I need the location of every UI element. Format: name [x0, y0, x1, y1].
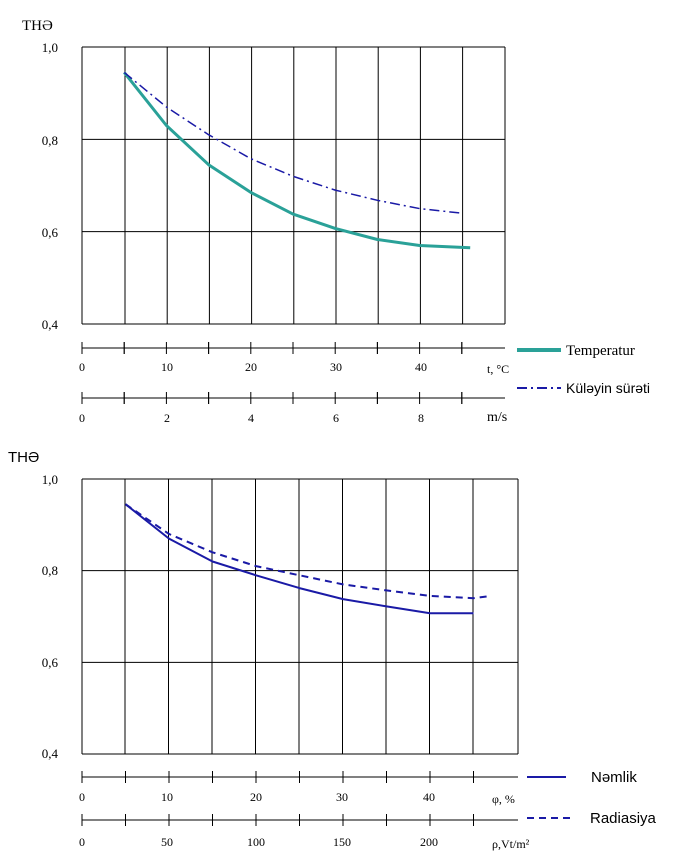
x-tick-label-wind: 0: [79, 411, 85, 425]
chart-temperature-wind: THƏ 1,0 0,8 0,6 0,4 0 10 20 30 40 t, °C …: [22, 18, 650, 425]
series-line-radiasiya: [124, 503, 492, 600]
x-tick-label-temperature: 0: [79, 360, 85, 374]
y-tick-label: 1,0: [42, 472, 58, 487]
y-axis-title: THƏ: [8, 449, 39, 466]
legend-label-temperatur: Temperatur: [566, 343, 635, 359]
y-axis-title: THƏ: [22, 18, 53, 34]
y-tick-label: 0,8: [42, 563, 58, 578]
x-tick-label-radiation: 50: [161, 835, 173, 849]
x-tick-label-radiation: 0: [79, 835, 85, 849]
x-tick-label-humidity: 20: [250, 790, 262, 804]
x-tick-label-wind: 8: [418, 411, 424, 425]
x-axis-title-wind: m/s: [487, 410, 507, 425]
x-tick-label-wind: 2: [164, 411, 170, 425]
x-axis-title-temperature: t, °C: [487, 362, 509, 376]
x-tick-label-radiation: 200: [420, 835, 438, 849]
legend: Temperatur Küləyin sürəti: [517, 343, 650, 396]
x-tick-label-radiation: 150: [333, 835, 351, 849]
series-line-k-l-yin-s-r-ti: [123, 71, 462, 214]
x-axis-title-radiation: ρ,Vt/m²: [492, 837, 530, 851]
y-tick-label: 0,4: [42, 746, 59, 761]
series-line-n-mlik: [124, 503, 474, 615]
x-tick-label-temperature: 10: [161, 360, 173, 374]
x-tick-label-humidity: 40: [423, 790, 435, 804]
legend-label-kuleyin-sureti: Küləyin sürəti: [566, 380, 650, 396]
x-tick-label-temperature: 20: [245, 360, 257, 374]
x-tick-label-wind: 4: [248, 411, 254, 425]
x-tick-label-temperature: 40: [415, 360, 427, 374]
y-tick-label: 1,0: [42, 40, 58, 55]
y-tick-label: 0,6: [42, 655, 59, 670]
x-tick-label-humidity: 0: [79, 790, 85, 804]
legend: Nəmlik Radiasiya: [527, 769, 657, 827]
y-tick-label: 0,6: [42, 225, 59, 240]
x-tick-label-radiation: 100: [247, 835, 265, 849]
series-line-temperatur: [123, 71, 471, 250]
x-tick-label-humidity: 30: [336, 790, 348, 804]
y-tick-label: 0,4: [42, 317, 59, 332]
x-tick-label-humidity: 10: [161, 790, 173, 804]
x-axis-title-humidity: φ, %: [492, 792, 515, 806]
y-tick-label: 0,8: [42, 133, 58, 148]
legend-label-nemlik: Nəmlik: [591, 769, 637, 786]
legend-label-radiasiya: Radiasiya: [590, 810, 657, 827]
chart-humidity-radiation: THƏ 1,0 0,8 0,6 0,4 0 10 20 30 40 φ, % 0…: [8, 449, 657, 851]
x-tick-label-wind: 6: [333, 411, 339, 425]
x-tick-label-temperature: 30: [330, 360, 342, 374]
